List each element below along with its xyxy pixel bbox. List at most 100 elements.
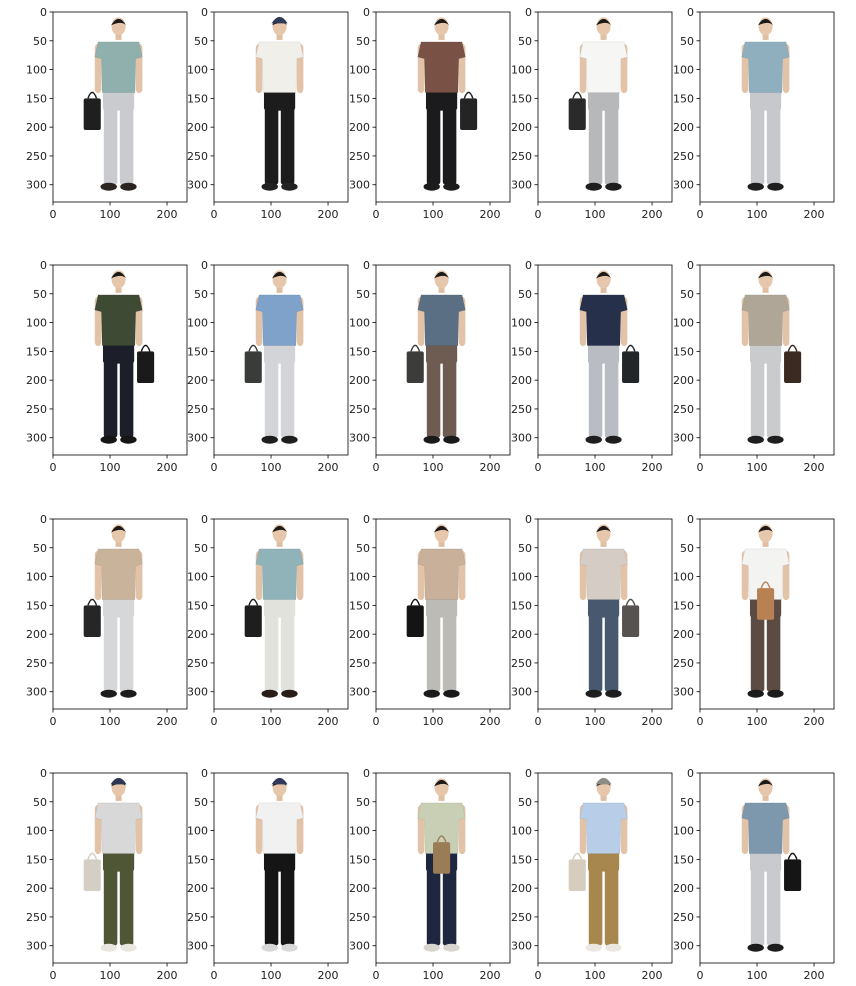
x-tick-label: 200 (642, 208, 663, 221)
bag (568, 98, 586, 131)
hair (434, 779, 450, 787)
left-leg (103, 599, 118, 692)
x-tick-label: 0 (697, 715, 704, 728)
x-tick-label: 100 (423, 208, 444, 221)
y-tick-label: 300 (187, 940, 208, 953)
x-tick-label: 200 (480, 715, 501, 728)
shirt (417, 802, 466, 854)
panel: 0 50 100 150 200 250 300 0 100 200 (349, 6, 511, 221)
shirt (741, 548, 790, 600)
panel: 0 50 100 150 200 250 300 0 100 200 (26, 767, 188, 982)
person-figure (406, 270, 466, 444)
y-tick-label: 200 (673, 882, 694, 895)
x-tick-label: 100 (261, 461, 282, 474)
right-leg (604, 345, 619, 438)
bag-handle (625, 344, 636, 352)
x-tick-label: 200 (804, 715, 825, 728)
y-tick-label: 100 (511, 317, 532, 330)
right-leg (280, 345, 295, 438)
y-tick-label: 0 (40, 767, 47, 780)
hips (587, 849, 620, 872)
y-tick-label: 250 (349, 403, 370, 416)
photo (741, 270, 802, 444)
x-tick-label: 200 (480, 461, 501, 474)
left-leg (103, 345, 118, 438)
right-shoe (443, 435, 460, 444)
right-leg (119, 92, 134, 185)
panel: 0 50 100 150 200 250 300 0 100 200 (349, 259, 511, 474)
y-tick-label: 0 (525, 259, 532, 272)
panel: 0 50 100 150 200 250 300 0 100 200 (26, 259, 188, 474)
left-leg (426, 599, 441, 692)
y-tick-label: 0 (201, 513, 208, 526)
x-tick-label: 200 (318, 208, 339, 221)
y-tick-label: 300 (26, 686, 47, 699)
x-tick-label: 100 (423, 715, 444, 728)
x-tick-label: 0 (211, 461, 218, 474)
left-shoe (261, 182, 278, 191)
y-tick-label: 150 (511, 345, 532, 358)
left-shoe (261, 435, 278, 444)
y-tick-label: 200 (673, 374, 694, 387)
hair (596, 271, 612, 279)
right-shoe (767, 435, 784, 444)
bag-handle (410, 598, 421, 606)
hips (587, 595, 620, 618)
x-tick-label: 100 (261, 208, 282, 221)
panel: 0 50 100 150 200 250 300 0 100 200 (187, 259, 349, 474)
right-shoe (120, 435, 137, 444)
x-tick-label: 200 (804, 969, 825, 982)
y-tick-label: 250 (26, 150, 47, 163)
y-tick-label: 250 (673, 911, 694, 924)
y-tick-label: 50 (33, 542, 47, 555)
y-tick-label: 50 (356, 288, 370, 301)
photo (83, 524, 143, 698)
panel: 0 50 100 150 200 250 300 0 100 200 (349, 767, 511, 982)
y-tick-label: 150 (187, 92, 208, 105)
right-leg (442, 599, 457, 692)
person-figure (255, 16, 304, 191)
x-tick-label: 100 (747, 715, 768, 728)
y-tick-label: 0 (525, 513, 532, 526)
hips (263, 849, 296, 872)
shirt (741, 294, 790, 346)
y-tick-label: 250 (187, 657, 208, 670)
left-leg (426, 92, 441, 185)
x-tick-label: 0 (50, 969, 57, 982)
y-tick-label: 50 (356, 542, 370, 555)
photo (417, 778, 466, 952)
y-tick-label: 300 (187, 432, 208, 445)
y-tick-label: 250 (187, 403, 208, 416)
left-leg (103, 853, 118, 946)
y-tick-label: 150 (673, 853, 694, 866)
axes-frame (52, 11, 188, 203)
bag-handle (87, 598, 98, 606)
y-tick-label: 150 (26, 345, 47, 358)
person-figure (579, 270, 640, 444)
hips (749, 341, 782, 364)
right-leg (766, 599, 781, 692)
y-tick-label: 300 (349, 179, 370, 192)
y-tick-label: 300 (26, 179, 47, 192)
right-shoe (605, 182, 622, 191)
y-tick-label: 200 (187, 121, 208, 134)
y-tick-label: 50 (518, 35, 532, 48)
panel: 0 50 100 150 200 250 300 0 100 200 (511, 6, 673, 221)
photo (406, 270, 466, 444)
bag-handle (787, 852, 798, 860)
right-shoe (281, 689, 298, 698)
bag (406, 351, 424, 384)
y-tick-label: 250 (349, 657, 370, 670)
x-tick-label: 200 (642, 715, 663, 728)
y-tick-label: 100 (187, 825, 208, 838)
hips (425, 595, 458, 618)
y-tick-label: 0 (687, 513, 694, 526)
bag (83, 98, 101, 131)
x-tick-label: 100 (585, 715, 606, 728)
y-tick-label: 250 (26, 403, 47, 416)
axes-frame (699, 11, 835, 203)
x-tick-label: 0 (211, 969, 218, 982)
y-tick-label: 300 (349, 432, 370, 445)
y-tick-label: 200 (511, 121, 532, 134)
y-tick-label: 50 (356, 796, 370, 809)
